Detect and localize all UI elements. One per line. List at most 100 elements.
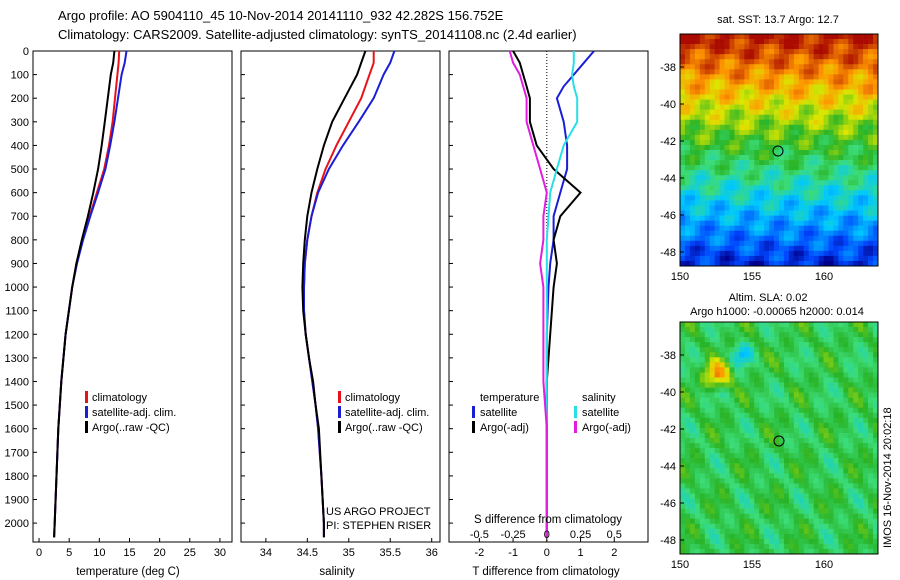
map-cell bbox=[818, 255, 824, 262]
map-cell bbox=[818, 382, 824, 388]
map-cell bbox=[680, 54, 686, 60]
map-cell bbox=[734, 407, 740, 414]
map-cell bbox=[689, 478, 696, 484]
map-cell bbox=[699, 144, 706, 151]
map-cell bbox=[818, 443, 824, 449]
map-cell bbox=[774, 372, 780, 378]
map-cell bbox=[764, 538, 770, 545]
map-cell bbox=[744, 240, 750, 247]
map-cell bbox=[858, 478, 864, 484]
map-cell bbox=[719, 195, 725, 201]
map-cell bbox=[749, 54, 755, 60]
map-cell bbox=[823, 144, 829, 151]
map-cell bbox=[749, 392, 755, 398]
map-cell bbox=[694, 362, 701, 368]
map-cell bbox=[858, 357, 864, 363]
map-cell bbox=[769, 357, 775, 363]
map-cell bbox=[764, 119, 770, 126]
map-cell bbox=[719, 44, 725, 50]
map-cell bbox=[744, 427, 750, 434]
map-cell bbox=[729, 533, 735, 540]
map-cell bbox=[714, 402, 720, 409]
map-cell bbox=[684, 124, 691, 131]
map-cell bbox=[744, 175, 750, 181]
map-cell bbox=[699, 155, 706, 161]
map-cell bbox=[739, 225, 745, 231]
map-cell bbox=[774, 59, 780, 65]
map-cell bbox=[788, 417, 795, 424]
map-cell bbox=[838, 170, 844, 176]
map-cell bbox=[699, 134, 706, 141]
map-cell bbox=[853, 402, 859, 409]
map-cell bbox=[838, 463, 844, 469]
map-cell bbox=[754, 94, 760, 100]
map-cell bbox=[779, 508, 785, 514]
map-cell bbox=[843, 94, 849, 100]
map-cell bbox=[689, 538, 696, 545]
map-cell bbox=[764, 54, 770, 60]
map-cell bbox=[704, 407, 710, 414]
map-cell bbox=[863, 59, 869, 65]
map-cell bbox=[848, 54, 854, 60]
map-cell bbox=[873, 170, 879, 176]
map-cell bbox=[798, 64, 805, 70]
map-cell bbox=[680, 99, 686, 105]
map-cell bbox=[783, 74, 790, 80]
map-cell bbox=[828, 160, 834, 166]
map-cell bbox=[714, 225, 720, 231]
map-cell bbox=[833, 89, 839, 95]
map-cell bbox=[764, 34, 770, 40]
map-cell bbox=[783, 34, 790, 40]
map-cell bbox=[838, 402, 844, 409]
map-cell bbox=[729, 155, 735, 161]
map-cell bbox=[858, 155, 864, 161]
map-cell bbox=[853, 488, 859, 494]
map-cell bbox=[709, 402, 715, 409]
map-cell bbox=[734, 533, 740, 540]
map-cell bbox=[843, 342, 849, 348]
map-cell bbox=[759, 210, 765, 216]
map-cell bbox=[764, 240, 770, 247]
map-cell bbox=[754, 54, 760, 60]
map-cell bbox=[684, 367, 691, 373]
map-cell bbox=[749, 104, 755, 110]
map-cell bbox=[759, 538, 765, 545]
map-cell bbox=[838, 99, 844, 105]
map-cell bbox=[858, 109, 864, 115]
map-cell bbox=[788, 392, 795, 398]
map-cell bbox=[694, 357, 701, 363]
map-cell bbox=[853, 342, 859, 348]
map-cell bbox=[689, 240, 696, 247]
map-cell bbox=[793, 74, 800, 80]
map-cell bbox=[783, 448, 790, 454]
map-cell bbox=[783, 332, 790, 338]
map-cell bbox=[833, 493, 839, 499]
map-cell bbox=[734, 260, 740, 267]
map-cell bbox=[689, 155, 696, 161]
map-cell bbox=[793, 200, 800, 206]
map-cell bbox=[838, 235, 844, 242]
map-cell bbox=[709, 458, 715, 464]
map-cell bbox=[803, 240, 809, 247]
map-cell bbox=[764, 327, 770, 333]
map-cell bbox=[749, 245, 755, 252]
map-cell bbox=[788, 69, 795, 75]
map-cell bbox=[833, 483, 839, 489]
map-cell bbox=[709, 443, 715, 449]
map-cell bbox=[828, 523, 834, 530]
map-cell bbox=[793, 347, 800, 353]
map-cell bbox=[848, 513, 854, 519]
map-cell bbox=[774, 195, 780, 201]
map-cell bbox=[833, 528, 839, 535]
map-cell bbox=[848, 337, 854, 343]
map-cell bbox=[873, 377, 879, 383]
map-cell bbox=[684, 215, 691, 221]
imos-timestamp: IMOS 16-Nov-2014 20:02:18 bbox=[882, 407, 894, 548]
map-cell bbox=[774, 190, 780, 196]
map-cell bbox=[724, 124, 730, 131]
map-cell bbox=[853, 134, 859, 141]
map-cell bbox=[680, 397, 686, 403]
map-cell bbox=[699, 200, 706, 206]
map-cell bbox=[838, 225, 844, 231]
map-cell bbox=[813, 372, 819, 378]
